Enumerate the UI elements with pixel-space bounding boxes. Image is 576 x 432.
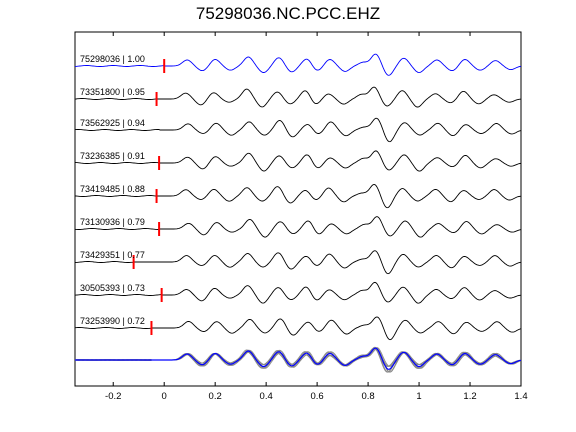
x-tick-label: 1.2 (463, 391, 476, 402)
trace-label-73419485: 73419485 | 0.88 (80, 184, 145, 194)
x-tick-label: -0.2 (105, 391, 121, 402)
trace-label-73130936: 73130936 | 0.79 (80, 217, 145, 227)
plot-frame (74, 31, 522, 387)
overlay-stack (74, 346, 522, 373)
x-tick-label: 0.2 (209, 391, 222, 402)
trace-line-73351800 (74, 86, 522, 108)
trace-line-75298036 (75, 53, 522, 76)
trace-line-73253990 (75, 316, 522, 341)
x-tick-label: 0.8 (361, 391, 374, 402)
trace-label-30505393: 30505393 | 0.73 (80, 283, 145, 293)
x-tick-label: 1 (416, 391, 421, 402)
trace-line-73236385 (74, 150, 522, 172)
trace-label-73351800: 73351800 | 0.95 (80, 87, 145, 97)
x-axis: -0.2 0 0.2 0.4 0.6 0.8 1 1.2 1.4 (105, 32, 528, 402)
overlay-master-trace (75, 347, 522, 370)
trace-line-73429351 (74, 250, 522, 275)
x-tick-label: 1.4 (514, 391, 527, 402)
trace-line-73419485 (74, 184, 522, 209)
x-tick-label: 0.6 (311, 391, 324, 402)
trace-label-73236385: 73236385 | 0.91 (80, 151, 145, 161)
trace-labels-layer: 75298036 | 1.00 73351800 | 0.95 73562925 |… (80, 54, 145, 326)
trace-label-73253990: 73253990 | 0.72 (80, 316, 145, 326)
chart-title: 75298036.NC.PCC.EHZ (195, 4, 381, 23)
x-tick-label: 0 (162, 391, 167, 402)
trace-label-73562925: 73562925 | 0.94 (80, 118, 145, 128)
trace-line-30505393 (74, 281, 522, 304)
trace-line-73130936 (74, 216, 522, 238)
trace-label-75298036: 75298036 | 1.00 (80, 54, 145, 64)
x-tick-label: 0.4 (260, 391, 273, 402)
trace-label-73429351: 73429351 | 0.77 (80, 250, 145, 260)
trace-line-73562925 (75, 117, 522, 143)
traces-layer (74, 53, 522, 341)
